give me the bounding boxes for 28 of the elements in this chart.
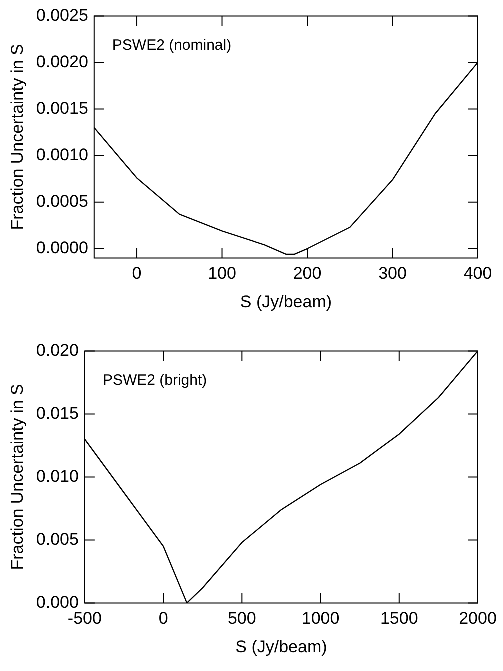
x-tick-label: 400: [464, 264, 492, 284]
y-tick-label: 0.020: [36, 340, 79, 360]
y-tick-label: 0.0020: [36, 52, 88, 72]
y-tick-label: 0.000: [36, 592, 79, 612]
x-tick-label: 200: [293, 264, 322, 284]
x-tick-label: 500: [228, 609, 256, 628]
x-axis-title: S (Jy/beam): [236, 637, 328, 656]
x-tick-label: 0: [158, 609, 168, 628]
y-tick-label: 0.0025: [36, 6, 88, 25]
x-tick-label: -500: [68, 609, 102, 628]
y-axis-title: Fraction Uncertainty in S: [8, 44, 27, 230]
y-tick-label: 0.015: [36, 404, 79, 423]
y-tick-label: 0.005: [36, 530, 79, 549]
y-axis-title: Fraction Uncertainty in S: [8, 384, 27, 570]
y-tick-label: 0.010: [36, 466, 79, 486]
x-tick-label: 1000: [302, 609, 340, 628]
x-tick-label: 300: [378, 264, 407, 284]
x-axis-title: S (Jy/beam): [240, 292, 332, 312]
annotation: PSWE2 (nominal): [112, 36, 232, 54]
y-tick-label: 0.0005: [36, 192, 88, 212]
annotation: PSWE2 (bright): [102, 372, 208, 389]
x-tick-label: 1500: [380, 609, 418, 628]
y-tick-label: 0.0015: [36, 98, 88, 118]
x-tick-label: 100: [208, 264, 236, 284]
x-tick-label: 0: [132, 264, 142, 284]
y-tick-label: 0.0010: [36, 146, 88, 165]
y-tick-label: 0.0000: [36, 238, 88, 258]
x-tick-label: 2000: [459, 609, 497, 628]
